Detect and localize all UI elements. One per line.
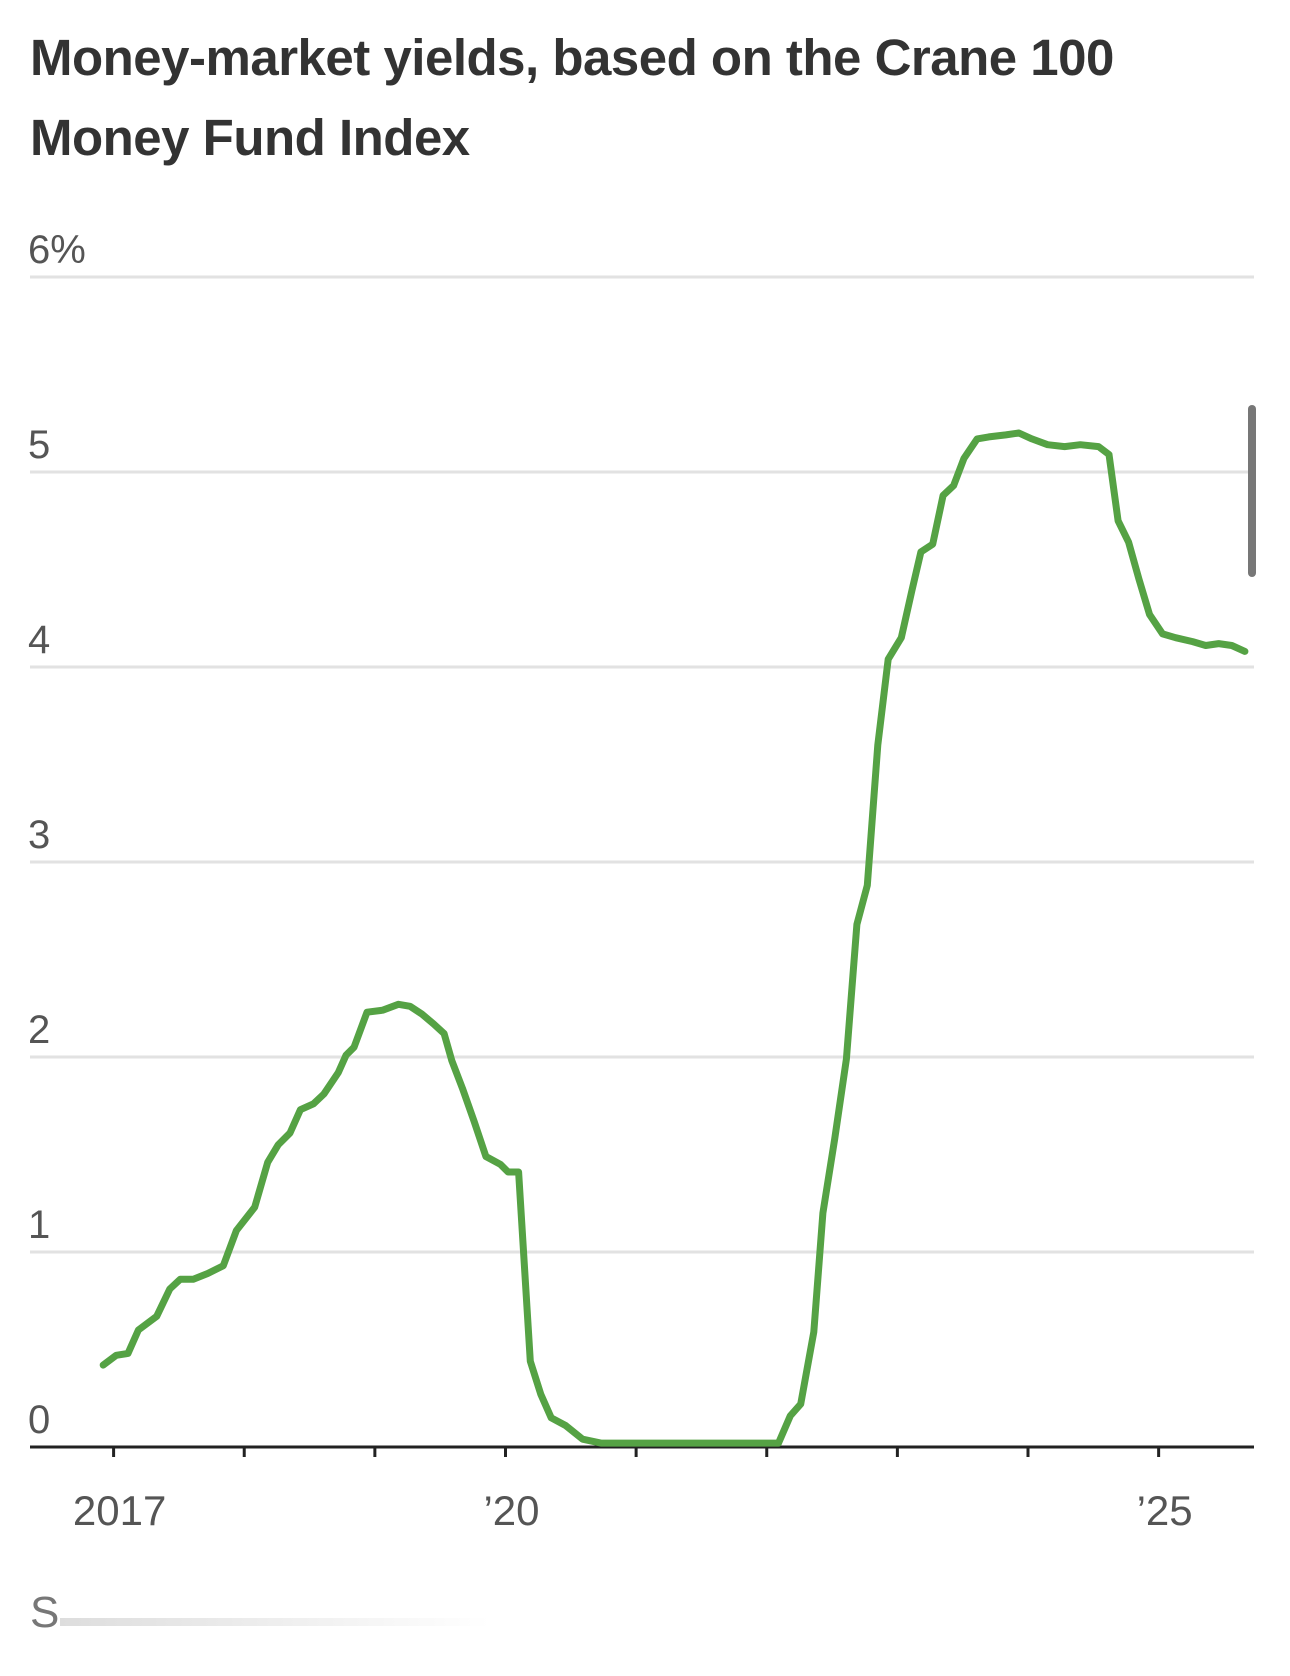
y-tick-label: 0 (28, 1398, 50, 1442)
source-fade (60, 1618, 490, 1626)
y-tick-label: 6% (28, 228, 86, 272)
y-tick-label: 5 (28, 423, 50, 467)
x-tick-label: 2017 (73, 1487, 166, 1534)
y-tick-label: 3 (28, 813, 50, 857)
line (99, 429, 1249, 1447)
source: S (30, 1588, 60, 1637)
y-tick-label: 2 (28, 1008, 50, 1052)
scrollbar (1248, 405, 1256, 577)
y-tick-label: 4 (28, 618, 50, 662)
x-tick-label: ’25 (1137, 1487, 1193, 1534)
x-tick-label: ’20 (483, 1487, 539, 1534)
chart-title: Money-market yields, based on the Crane … (30, 29, 1114, 166)
y-tick-label: 1 (28, 1203, 50, 1247)
